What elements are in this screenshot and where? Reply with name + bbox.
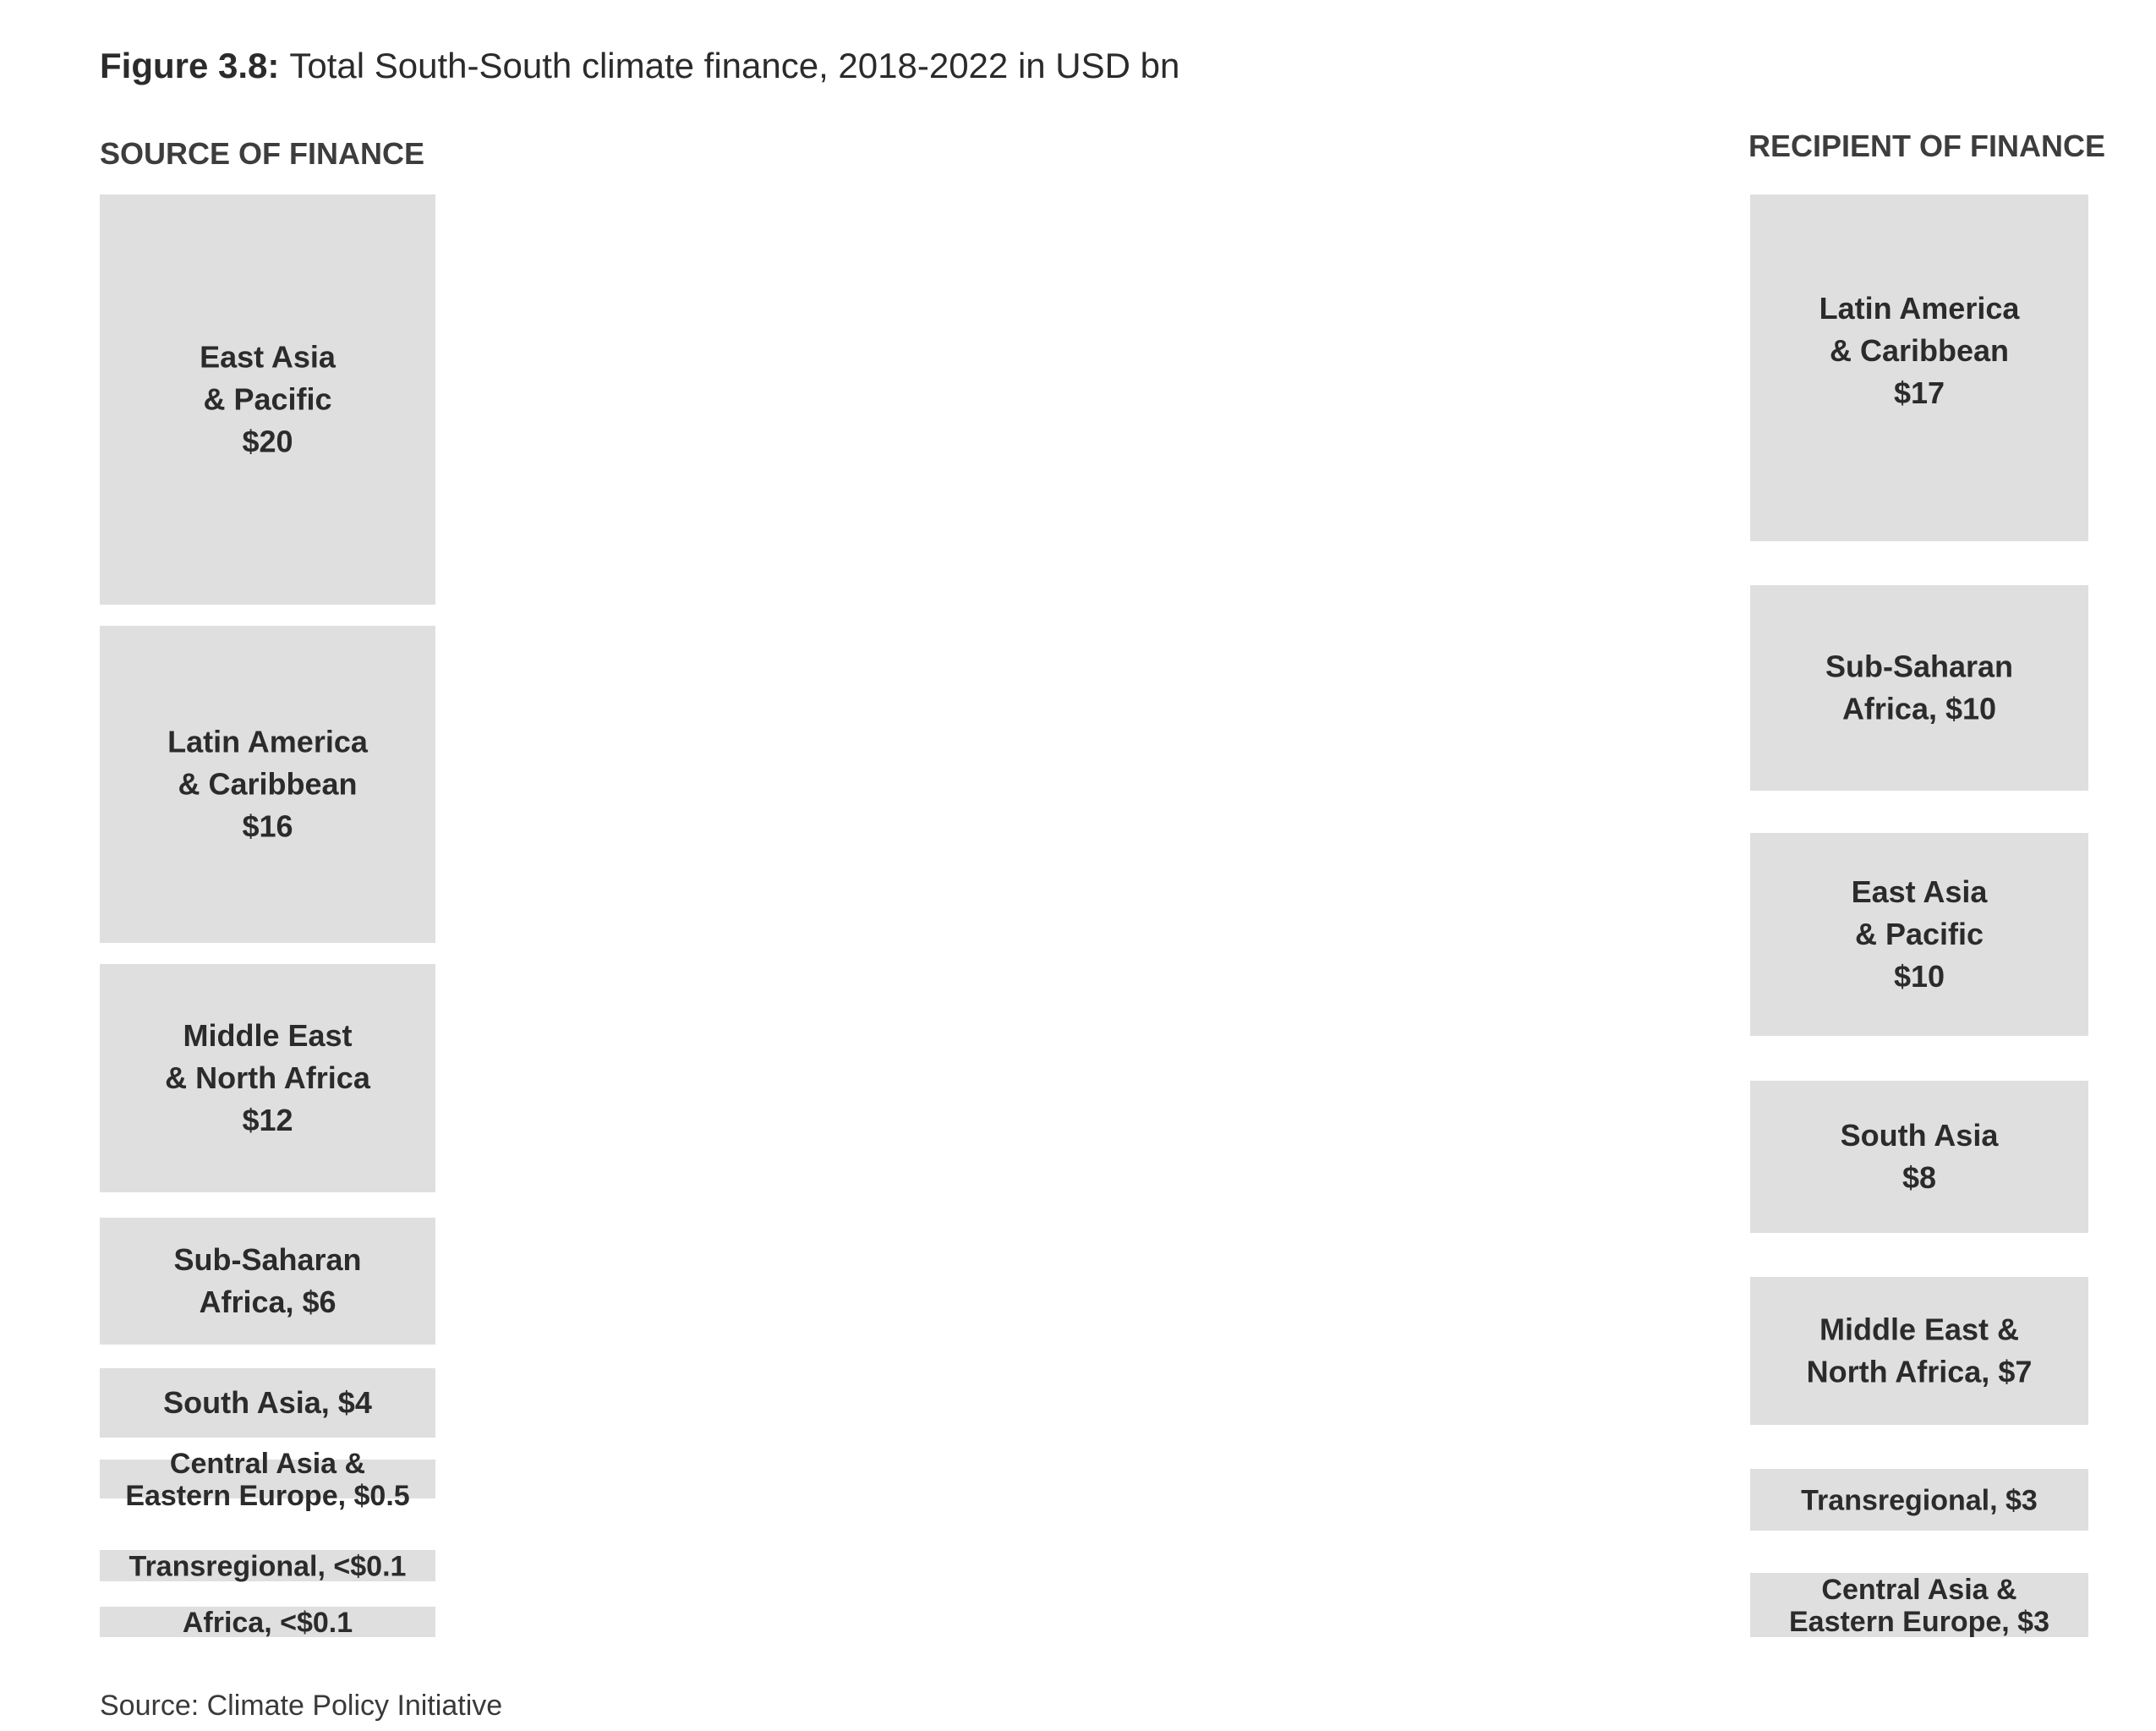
flow-eap-to-caee <box>435 592 1750 1586</box>
flow-caee-to-mena <box>435 1423 1750 1482</box>
flow-lac-to-tr <box>435 918 1750 1502</box>
flow-caee-to-tr <box>435 1480 1750 1531</box>
source-label-afr: Africa, <$0.1 <box>183 1607 353 1639</box>
flow-eap-to-sa <box>435 415 1750 1162</box>
flow-mena-to-tr <box>435 1151 1750 1509</box>
source-label-tr: Transregional, <$0.1 <box>129 1551 407 1583</box>
flow-afr-to-ssa <box>435 789 1750 1624</box>
source-label-eap: East Asia & Pacific $20 <box>200 340 337 459</box>
flow-ssa-to-tr <box>435 1337 1750 1515</box>
source-label-ssa: Sub-Saharan Africa, $6 <box>173 1242 361 1319</box>
flow-sa-to-sa <box>435 1224 1750 1416</box>
recipient-box-caee <box>1750 1573 2088 1637</box>
source-box-caee <box>100 1460 435 1498</box>
flow-lac-to-caee <box>435 937 1750 1592</box>
recipient-box-lac <box>1750 194 2088 541</box>
flow-sa-to-ssa <box>435 784 1750 1385</box>
recipient-box-mena <box>1750 1277 2088 1425</box>
flow-mena-to-eap <box>435 983 1750 1067</box>
recipient-label-tr: Transregional, $3 <box>1801 1485 2038 1517</box>
source-heading: SOURCE OF FINANCE <box>100 136 424 171</box>
figure-caption: Figure 3.8: Total South-South climate fin… <box>100 46 1179 85</box>
flow-ssa-to-sa <box>435 1218 1750 1323</box>
flow-ssa-to-lac <box>435 519 1750 1225</box>
flow-ssa-to-mena <box>435 1323 1750 1422</box>
flow-mena-to-mena <box>435 1109 1750 1406</box>
flow-sa-to-tr <box>435 1419 1750 1530</box>
flow-mena-to-lac <box>435 496 1750 985</box>
flow-lac-to-sa <box>435 905 1750 1175</box>
recipient-label-sa: South Asia $8 <box>1841 1118 2000 1195</box>
flow-lac-to-mena <box>435 917 1750 1362</box>
flow-sa-to-lac <box>435 528 1750 1380</box>
flow-sa-to-mena <box>435 1416 1750 1424</box>
flow-sa-to-eap <box>435 1013 1750 1407</box>
flow-lac-to-ssa <box>435 624 1750 895</box>
source-box-tr <box>100 1550 435 1581</box>
node-group: East Asia & Pacific $20 Latin America & Cari… <box>100 194 2088 1639</box>
source-label-mena: Middle East & North Africa $12 <box>165 1018 371 1137</box>
flow-tr-to-lac <box>435 540 1750 1567</box>
flow-mena-to-sa <box>435 1067 1750 1218</box>
flow-caee-to-ssa <box>435 787 1750 1479</box>
flow-ssa-to-caee <box>435 1342 1750 1634</box>
source-label-caee: Central Asia & Eastern Europe, $0.5 <box>125 1448 409 1512</box>
recipient-label-ssa: Sub-Saharan Africa, $10 <box>1825 649 2013 726</box>
flow-group <box>435 194 1750 1638</box>
recipient-label-caee: Central Asia & Eastern Europe, $3 <box>1789 1574 2049 1638</box>
flow-eap-to-mena <box>435 496 1750 1360</box>
source-box-sa <box>100 1368 435 1438</box>
flow-mena-to-caee <box>435 1157 1750 1632</box>
figure-label: Figure 3.8: <box>100 46 279 85</box>
figure-title: Total South-South climate finance, 2018-… <box>289 46 1179 85</box>
source-box-afr <box>100 1607 435 1637</box>
flow-caee-to-sa <box>435 1231 1750 1482</box>
recipient-box-tr <box>1750 1469 2088 1531</box>
recipient-box-eap <box>1750 833 2088 1036</box>
recipient-label-mena: Middle East & North Africa, $7 <box>1807 1312 2033 1389</box>
source-box-eap <box>100 194 435 605</box>
source-note: Source: Climate Policy Initiative <box>100 1690 502 1722</box>
flow-lac-to-eap <box>435 895 1750 983</box>
recipient-heading: RECIPIENT OF FINANCE <box>1748 129 2105 163</box>
source-label-sa: South Asia, $4 <box>163 1385 372 1420</box>
recipient-box-ssa <box>1750 585 2088 791</box>
flow-sa-to-caee <box>435 1435 1750 1636</box>
flow-mena-to-ssa <box>435 636 1750 1043</box>
flow-eap-to-ssa <box>435 234 1750 624</box>
recipient-label-eap: East Asia & Pacific $10 <box>1852 874 1989 994</box>
flow-caee-to-caee <box>435 1481 1750 1638</box>
flow-caee-to-lac <box>435 538 1750 1477</box>
source-box-mena <box>100 964 435 1192</box>
flow-ssa-to-eap <box>435 1007 1750 1317</box>
flow-ssa-to-ssa <box>435 696 1750 1312</box>
flow-caee-to-eap <box>435 1033 1750 1480</box>
flow-eap-to-tr <box>435 578 1750 1483</box>
flow-eap-to-lac <box>435 194 1750 234</box>
recipient-label-lac: Latin America & Caribbean $17 <box>1819 291 2021 410</box>
source-box-ssa <box>100 1218 435 1345</box>
flow-eap-to-eap <box>435 274 1750 972</box>
recipient-box-sa <box>1750 1081 2088 1233</box>
source-box-lac <box>100 626 435 943</box>
flow-lac-to-lac <box>435 234 1750 883</box>
source-label-lac: Latin America & Caribbean $16 <box>167 725 369 844</box>
